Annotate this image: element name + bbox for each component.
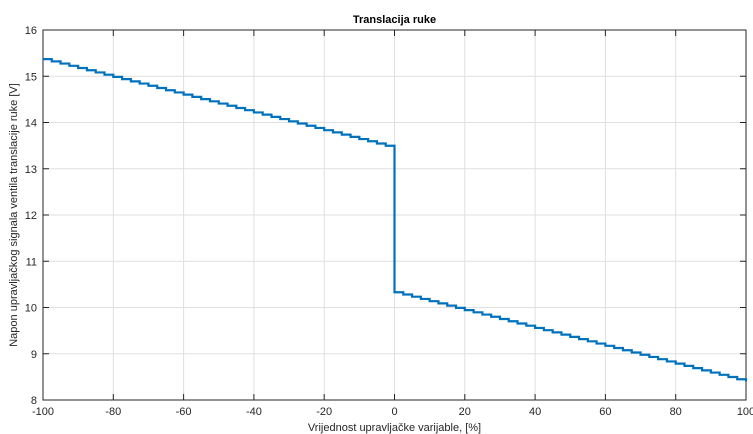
chart-title: Translacija ruke [353, 14, 436, 26]
y-tick-label: 12 [25, 210, 37, 222]
y-tick-label: 13 [25, 164, 37, 176]
x-tick-label: 40 [529, 406, 541, 418]
y-tick-label: 11 [26, 256, 37, 268]
y-tick-label: 8 [31, 395, 37, 407]
x-tick-label: -80 [105, 406, 121, 418]
x-tick-label: -40 [246, 406, 262, 418]
x-axis-label: Vrijednost upravljačke varijable, [%] [308, 422, 481, 434]
series-line [43, 58, 748, 382]
y-tick-label: 14 [25, 118, 37, 130]
y-tick-label: 10 [25, 303, 37, 315]
x-tick-label: -100 [32, 406, 54, 418]
y-tick-label: 9 [31, 349, 37, 361]
x-tick-label: -20 [316, 406, 332, 418]
y-axis-label: Napon upravljačkog signala ventila trans… [8, 83, 20, 347]
axis-ticks [42, 29, 747, 401]
y-tick-label: 16 [25, 25, 37, 37]
x-tick-label: 60 [599, 406, 611, 418]
x-tick-label: 0 [391, 406, 397, 418]
y-tick-labels: 8 9 10 11 12 13 14 15 16 [25, 25, 37, 407]
x-tick-label: 100 [737, 406, 753, 418]
x-tick-label: -60 [176, 406, 192, 418]
x-tick-labels: -100 -80 -60 -40 -20 0 20 40 60 80 100 [32, 406, 753, 418]
y-tick-label: 15 [25, 71, 37, 83]
x-tick-label: 20 [459, 406, 471, 418]
x-tick-label: 80 [670, 406, 682, 418]
